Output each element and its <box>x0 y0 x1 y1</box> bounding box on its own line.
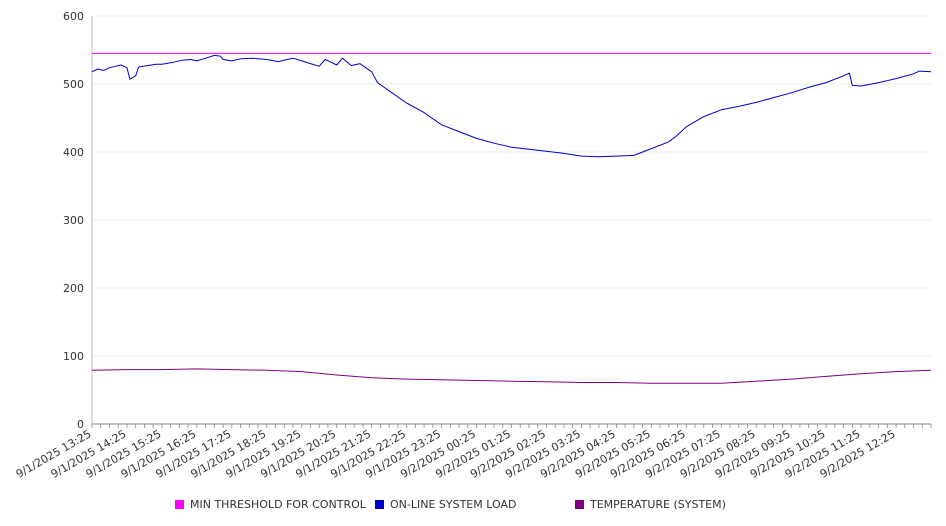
y-tick-label: 200 <box>63 282 84 295</box>
legend-swatch-temperature <box>575 500 584 509</box>
y-tick-label: 0 <box>77 418 84 431</box>
series-line-system-load <box>91 54 932 158</box>
legend-item-system-load[interactable]: ON-LINE SYSTEM LOAD <box>375 498 516 511</box>
y-tick-label: 500 <box>63 78 84 91</box>
y-tick-label: 300 <box>63 214 84 227</box>
x-axis: 9/1/2025 13:259/1/2025 14:259/1/2025 15:… <box>14 423 932 481</box>
legend-swatch-min-threshold <box>175 500 184 509</box>
legend-item-temperature[interactable]: TEMPERATURE (SYSTEM) <box>575 498 726 511</box>
legend-label-temperature: TEMPERATURE (SYSTEM) <box>590 498 726 511</box>
legend-item-min-threshold[interactable]: MIN THRESHOLD FOR CONTROL <box>175 498 366 511</box>
y-axis: 0 100 200 300 400 500 600 <box>63 10 93 431</box>
legend-label-min-threshold: MIN THRESHOLD FOR CONTROL <box>190 498 366 511</box>
series-lines <box>91 52 932 384</box>
y-tick-label: 100 <box>63 350 84 363</box>
legend-swatch-system-load <box>375 500 384 509</box>
legend: MIN THRESHOLD FOR CONTROL ON-LINE SYSTEM… <box>0 498 946 514</box>
series-line-temperature <box>91 368 932 384</box>
legend-label-system-load: ON-LINE SYSTEM LOAD <box>390 498 517 511</box>
y-tick-label: 400 <box>63 146 84 159</box>
grid-lines <box>92 15 931 357</box>
y-tick-label: 600 <box>63 10 84 23</box>
